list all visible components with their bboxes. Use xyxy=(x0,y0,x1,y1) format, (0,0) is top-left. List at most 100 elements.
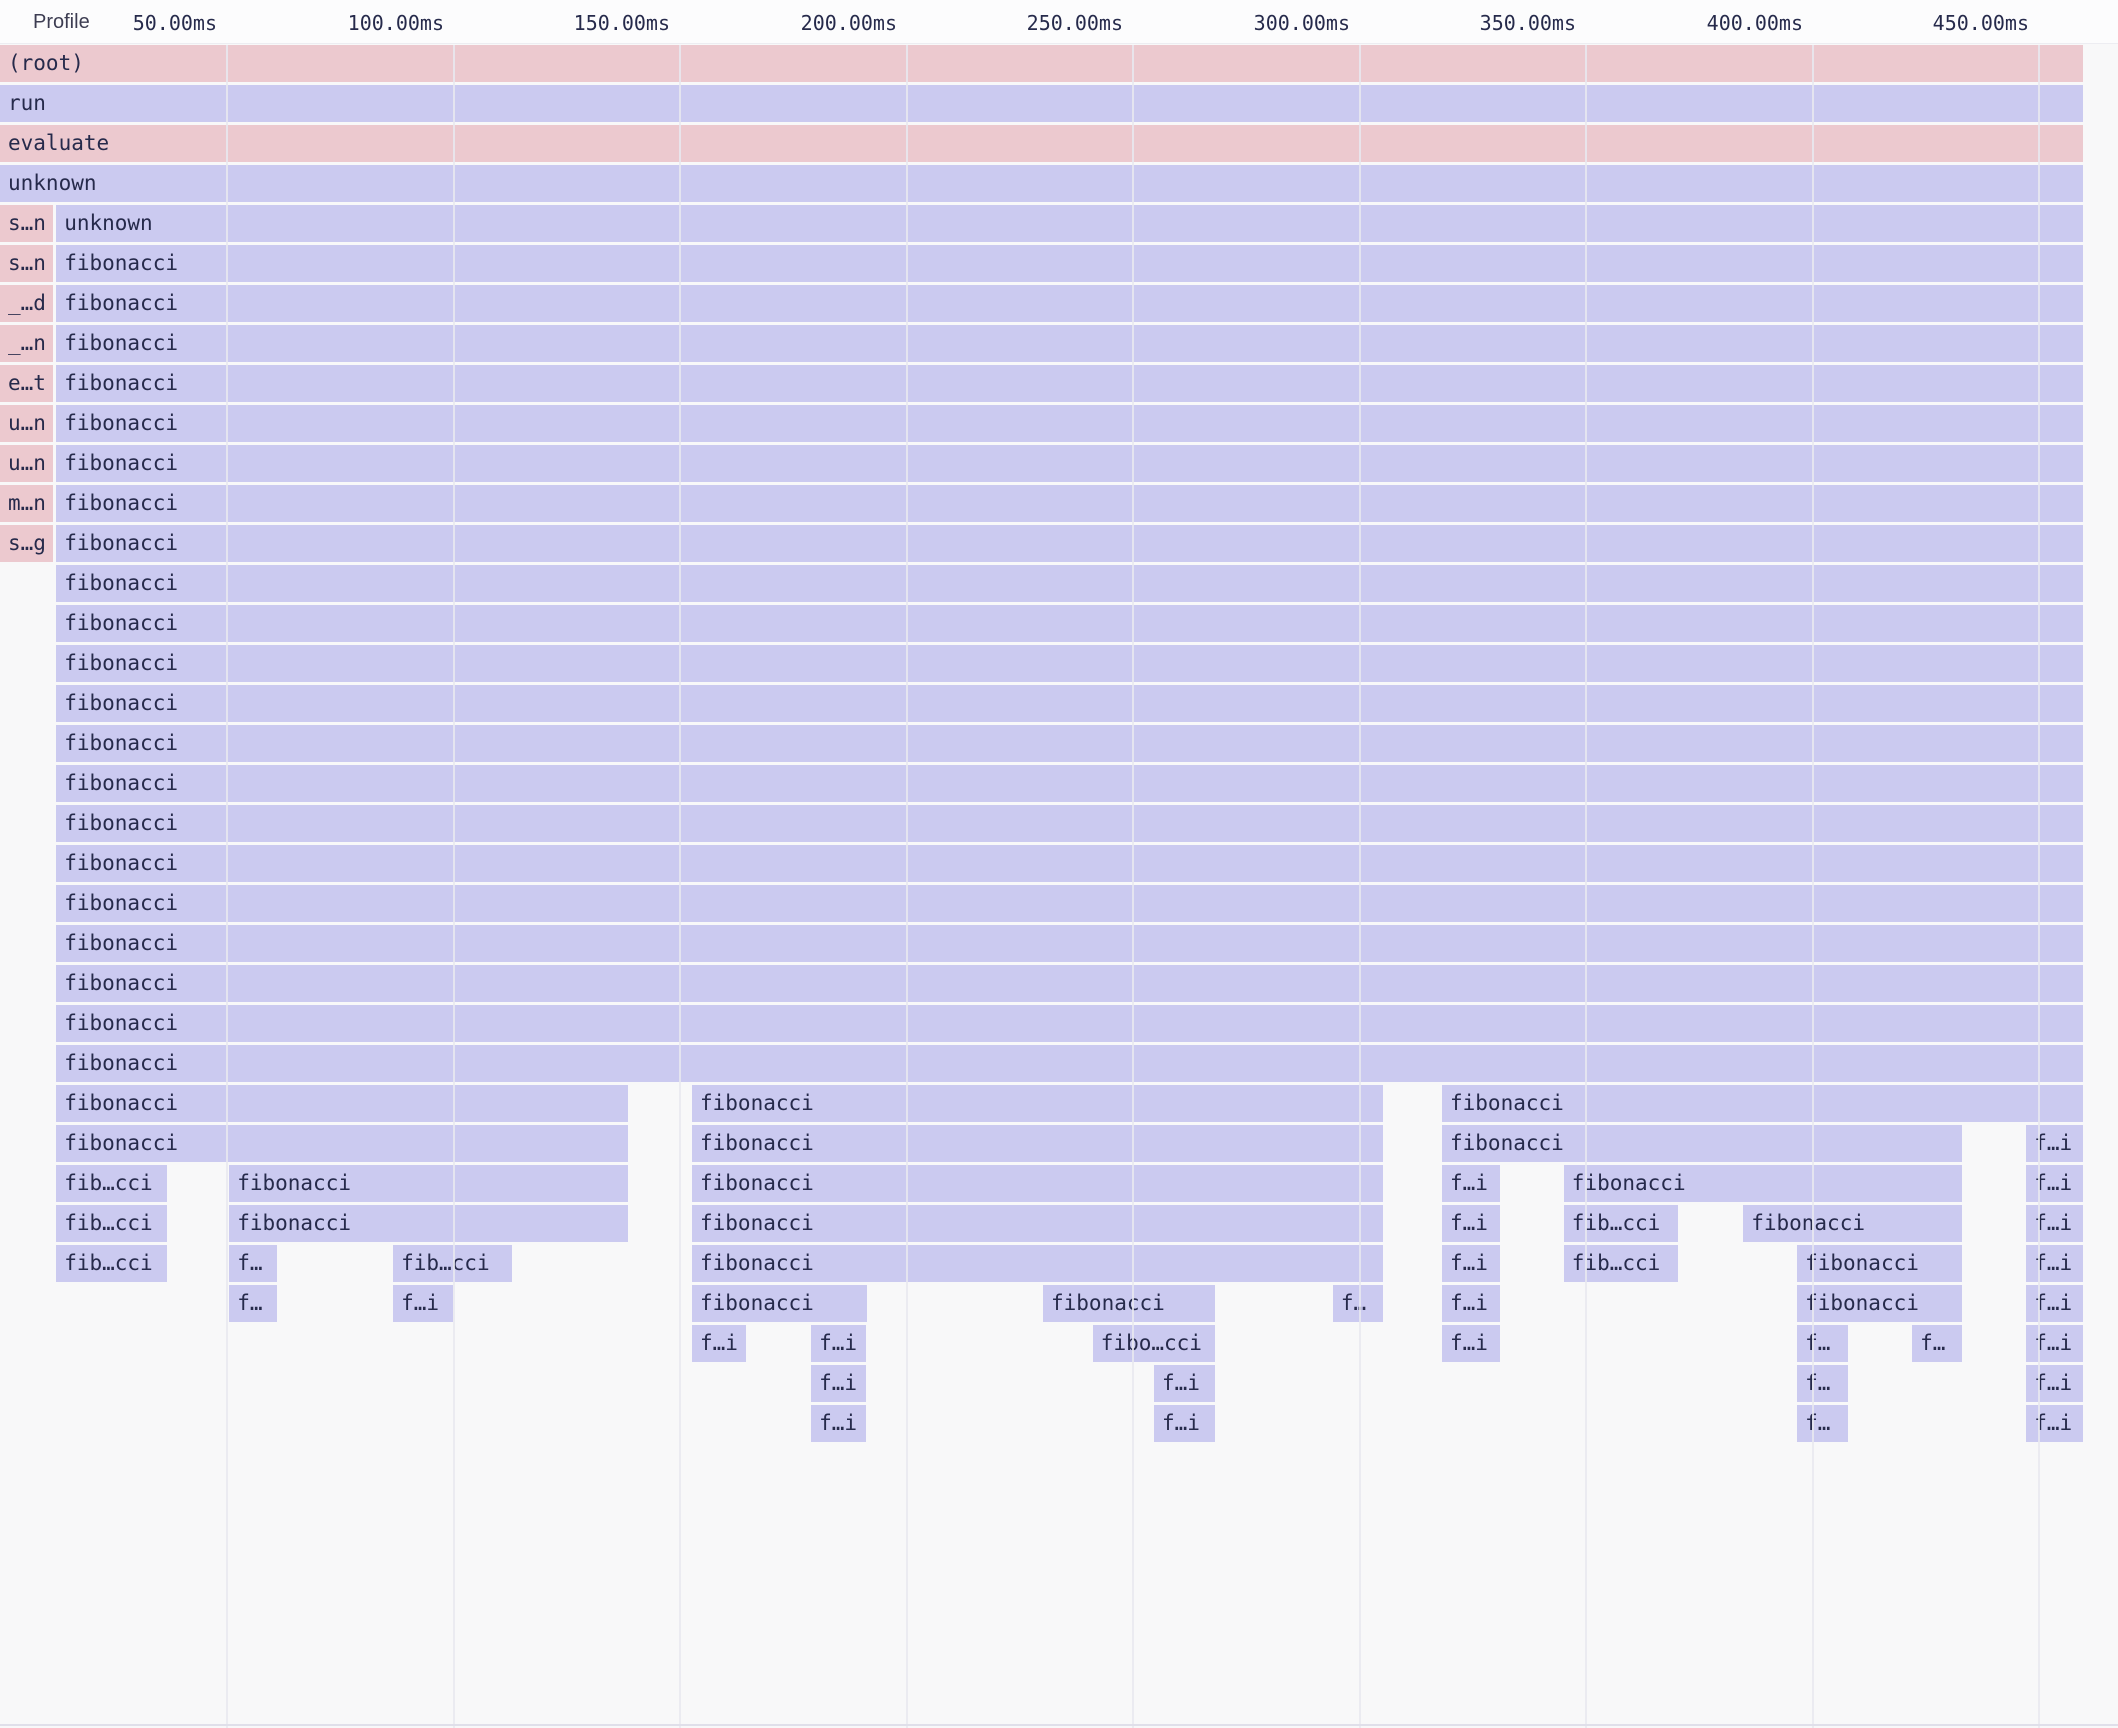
frame-block[interactable]: fibonacci xyxy=(56,925,2084,962)
frame-block[interactable]: fibonacci xyxy=(56,325,2084,362)
frame-block[interactable]: f…i xyxy=(2026,1205,2084,1242)
frame-label: fibonacci xyxy=(64,811,178,835)
frame-block[interactable]: f…i xyxy=(2026,1365,2084,1402)
frame-block[interactable]: fibonacci xyxy=(56,725,2084,762)
frame-block[interactable]: fibonacci xyxy=(1563,1165,1962,1202)
frame-block[interactable]: fibonacci xyxy=(692,1205,1384,1242)
time-tick-label: 150.00ms xyxy=(573,11,670,35)
frame-label: fibonacci xyxy=(64,371,178,395)
frame-block[interactable]: u…n xyxy=(0,405,53,442)
frame-block[interactable]: fibonacci xyxy=(692,1125,1384,1162)
frame-label: evaluate xyxy=(8,131,110,155)
gridline xyxy=(1812,45,1814,1728)
frame-block[interactable]: fibonacci xyxy=(56,765,2084,802)
frame-block[interactable]: f…i xyxy=(1442,1205,1500,1242)
frame-label: fibonacci xyxy=(64,931,178,955)
frame-block[interactable]: fibonacci xyxy=(56,1125,629,1162)
frame-block[interactable]: _…d xyxy=(0,285,53,322)
frame-block[interactable]: f…i xyxy=(811,1325,866,1362)
frame-block[interactable]: f…i xyxy=(811,1405,866,1442)
frame-block[interactable]: fibonacci xyxy=(1743,1205,1962,1242)
frame-block[interactable]: fibonacci xyxy=(692,1285,867,1322)
frame-block[interactable]: fibonacci xyxy=(56,1085,629,1122)
frame-block[interactable]: fibonacci xyxy=(692,1165,1384,1202)
frame-block[interactable]: f…i xyxy=(692,1325,746,1362)
frame-block[interactable]: f…i xyxy=(2026,1125,2084,1162)
frame-block[interactable]: fib…cci xyxy=(393,1245,513,1282)
frame-block[interactable]: e…t xyxy=(0,365,53,402)
frame-block[interactable]: fibonacci xyxy=(56,405,2084,442)
frame-block[interactable]: f… xyxy=(1332,1285,1384,1322)
frame-block[interactable]: f…i xyxy=(811,1365,866,1402)
frame-block[interactable]: f…i xyxy=(393,1285,453,1322)
frame-block[interactable]: fibonacci xyxy=(692,1245,1384,1282)
frame-block[interactable]: f…i xyxy=(2026,1325,2084,1362)
frame-block[interactable]: fibonacci xyxy=(56,805,2084,842)
frame-block[interactable]: fibonacci xyxy=(56,685,2084,722)
frame-block[interactable]: fibonacci xyxy=(1442,1125,1962,1162)
frame-block[interactable]: fibonacci xyxy=(56,365,2084,402)
bottom-edge-line xyxy=(0,1724,2118,1726)
frame-block[interactable]: fibonacci xyxy=(56,845,2084,882)
frame-block[interactable]: fibonacci xyxy=(229,1205,629,1242)
frame-block[interactable]: fibonacci xyxy=(56,525,2084,562)
frame-block[interactable]: f… xyxy=(1797,1405,1848,1442)
frame-block[interactable]: f…i xyxy=(2026,1405,2084,1442)
frame-block[interactable]: fibonacci xyxy=(56,1045,2084,1082)
frame-block[interactable]: s…n xyxy=(0,205,53,242)
frame-block[interactable]: f…i xyxy=(1154,1365,1216,1402)
frame-block[interactable]: f… xyxy=(1797,1365,1848,1402)
profile-tab[interactable]: Profile xyxy=(33,11,90,33)
frame-label: fib…cci xyxy=(401,1251,490,1275)
frame-block[interactable]: f…i xyxy=(1442,1285,1500,1322)
frame-block[interactable]: f… xyxy=(1912,1325,1962,1362)
frame-block[interactable]: fibonacci xyxy=(1043,1285,1216,1322)
frame-block[interactable]: f… xyxy=(1797,1325,1848,1362)
frame-block[interactable]: m…n xyxy=(0,485,53,522)
frame-block[interactable]: fibonacci xyxy=(692,1085,1384,1122)
frame-block[interactable]: fibonacci xyxy=(56,245,2084,282)
frame-block[interactable]: f…i xyxy=(1442,1165,1500,1202)
frame-block[interactable]: f…i xyxy=(1154,1405,1216,1442)
frame-block[interactable]: f…i xyxy=(2026,1285,2084,1322)
frame-block[interactable]: fib…cci xyxy=(56,1245,168,1282)
frame-block[interactable]: fib…cci xyxy=(56,1165,168,1202)
frame-block[interactable]: run xyxy=(0,85,2084,122)
frame-block[interactable]: fibonacci xyxy=(229,1165,629,1202)
frame-block[interactable]: f… xyxy=(229,1245,278,1282)
frame-block[interactable]: f…i xyxy=(2026,1245,2084,1282)
frame-block[interactable]: fibonacci xyxy=(56,565,2084,602)
gridline xyxy=(679,45,681,1728)
frame-label: f…i xyxy=(819,1371,858,1395)
frame-block[interactable]: fibonacci xyxy=(56,885,2084,922)
frame-block[interactable]: fibonacci xyxy=(1797,1285,1962,1322)
frame-block[interactable]: fibonacci xyxy=(56,285,2084,322)
frame-block[interactable]: (root) xyxy=(0,45,2084,82)
frame-block[interactable]: unknown xyxy=(0,165,2084,202)
frame-block[interactable]: fib…cci xyxy=(1563,1245,1678,1282)
frame-block[interactable]: f… xyxy=(229,1285,278,1322)
frame-block[interactable]: f…i xyxy=(1442,1325,1500,1362)
frame-block[interactable]: fibonacci xyxy=(56,965,2084,1002)
frame-block[interactable]: fibonacci xyxy=(1797,1245,1962,1282)
frame-block[interactable]: fibonacci xyxy=(1442,1085,2084,1122)
frame-block[interactable]: fibonacci xyxy=(56,445,2084,482)
frame-block[interactable]: s…n xyxy=(0,245,53,282)
frame-label: fibonacci xyxy=(1571,1171,1686,1195)
frame-block[interactable]: fib…cci xyxy=(56,1205,168,1242)
frame-block[interactable]: s…g xyxy=(0,525,53,562)
frame-block[interactable]: f…i xyxy=(2026,1165,2084,1202)
frame-block[interactable]: fibonacci xyxy=(56,645,2084,682)
frame-label: fibonacci xyxy=(237,1171,351,1195)
frame-block[interactable]: unknown xyxy=(56,205,2084,242)
frame-block[interactable]: evaluate xyxy=(0,125,2084,162)
frame-block[interactable]: fibo…cci xyxy=(1092,1325,1216,1362)
frame-block[interactable]: _…n xyxy=(0,325,53,362)
frame-block[interactable]: f…i xyxy=(1442,1245,1500,1282)
frame-block[interactable]: fibonacci xyxy=(56,485,2084,522)
frame-block[interactable]: u…n xyxy=(0,445,53,482)
frame-block[interactable]: fib…cci xyxy=(1563,1205,1678,1242)
frame-block[interactable]: fibonacci xyxy=(56,605,2084,642)
frame-block[interactable]: fibonacci xyxy=(56,1005,2084,1042)
